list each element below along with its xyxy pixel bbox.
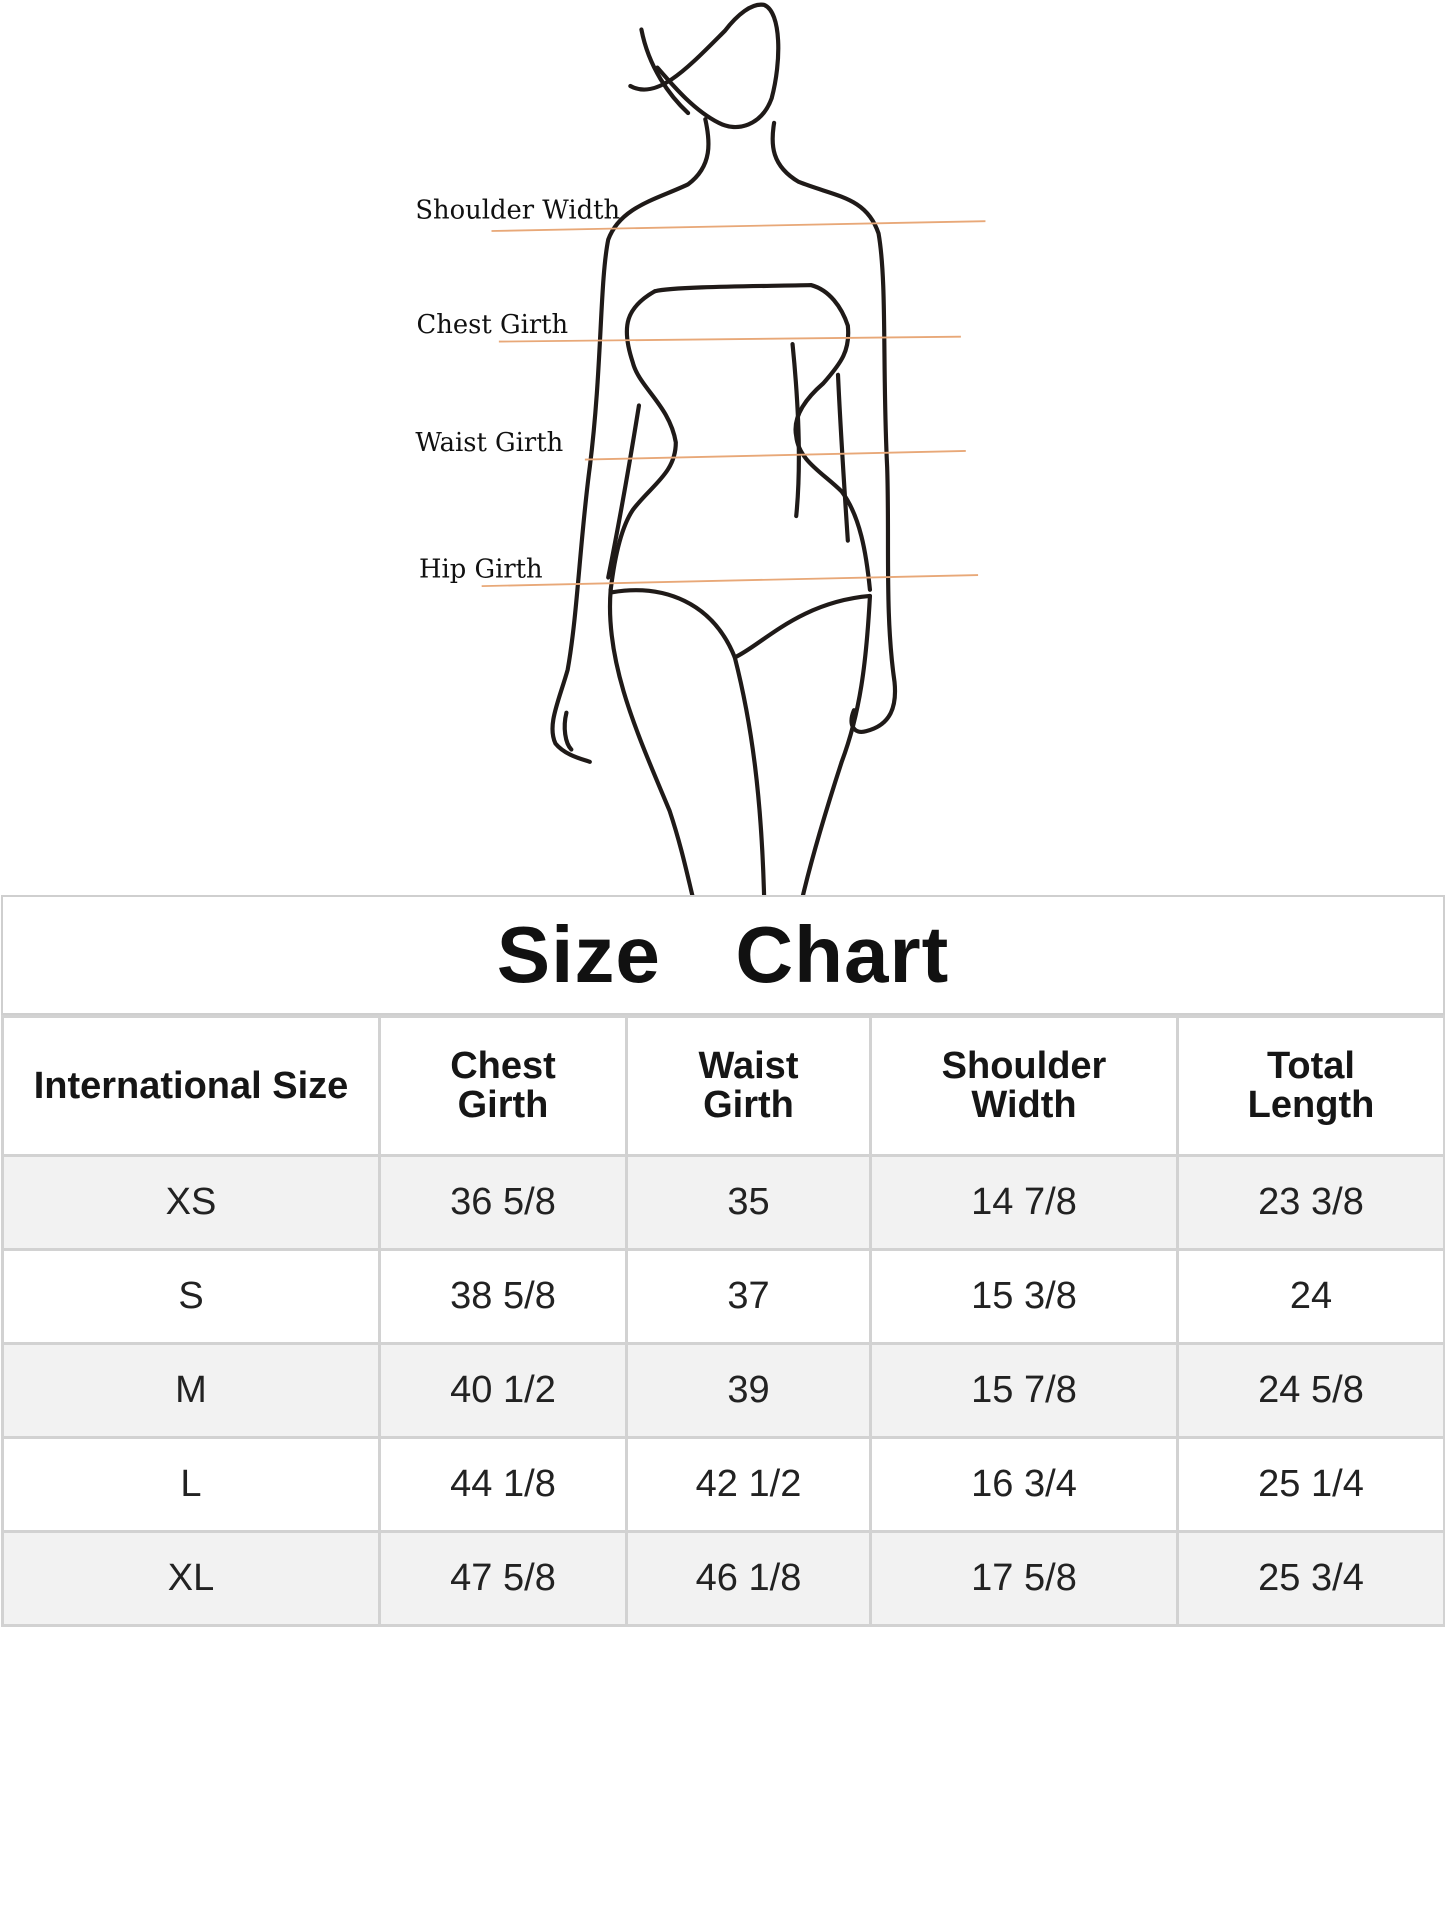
cell-size: L (1, 1436, 381, 1533)
header-total-length: Total Length (1176, 1015, 1445, 1157)
cell-total-length: 24 (1176, 1248, 1445, 1345)
size-chart-table: International Size Chest Girth Waist Gir… (1, 1015, 1445, 1627)
cell-total-length: 25 1/4 (1176, 1436, 1445, 1533)
cell-shoulder-width: 15 3/8 (869, 1248, 1179, 1345)
cell-total-length: 25 3/4 (1176, 1530, 1445, 1627)
shoulder-measure-line (491, 220, 986, 232)
chest-measure-line (498, 335, 961, 343)
size-chart-title: Size Chart (496, 910, 950, 999)
table-row: L 44 1/8 42 1/2 16 3/4 25 1/4 (1, 1436, 1445, 1533)
cell-waist-girth: 46 1/8 (625, 1530, 872, 1627)
cell-waist-girth: 35 (625, 1154, 872, 1251)
cell-waist-girth: 39 (625, 1342, 872, 1439)
cell-shoulder-width: 16 3/4 (869, 1436, 1179, 1533)
table-row: M 40 1/2 39 15 7/8 24 5/8 (1, 1342, 1445, 1439)
header-chest-girth: Chest Girth (378, 1015, 628, 1157)
shoulder-width-label: Shoulder Width (415, 196, 620, 226)
table-row: XS 36 5/8 35 14 7/8 23 3/8 (1, 1154, 1445, 1251)
cell-shoulder-width: 14 7/8 (869, 1154, 1179, 1251)
table-header-row: International Size Chest Girth Waist Gir… (1, 1015, 1445, 1157)
table-row: XL 47 5/8 46 1/8 17 5/8 25 3/4 (1, 1530, 1445, 1627)
body-measurement-figure: Shoulder Width Chest Girth Waist Girth H… (415, 2, 986, 897)
body-outline-illustration (550, 2, 898, 897)
cell-size: XL (1, 1530, 381, 1627)
cell-size: XS (1, 1154, 381, 1251)
chest-girth-label: Chest Girth (417, 310, 569, 340)
cell-size: M (1, 1342, 381, 1439)
cell-chest-girth: 38 5/8 (378, 1248, 628, 1345)
size-chart-title-box: Size Chart (1, 895, 1445, 1015)
cell-total-length: 24 5/8 (1176, 1342, 1445, 1439)
cell-shoulder-width: 17 5/8 (869, 1530, 1179, 1627)
cell-chest-girth: 40 1/2 (378, 1342, 628, 1439)
cell-shoulder-width: 15 7/8 (869, 1342, 1179, 1439)
cell-total-length: 23 3/8 (1176, 1154, 1445, 1251)
cell-waist-girth: 42 1/2 (625, 1436, 872, 1533)
hip-measure-line (481, 574, 979, 588)
hip-girth-label: Hip Girth (419, 555, 543, 585)
cell-size: S (1, 1248, 381, 1345)
header-international-size: International Size (1, 1015, 381, 1157)
header-waist-girth: Waist Girth (625, 1015, 872, 1157)
header-shoulder-width: Shoulder Width (869, 1015, 1179, 1157)
table-row: S 38 5/8 37 15 3/8 24 (1, 1248, 1445, 1345)
waist-measure-line (584, 450, 966, 461)
cell-chest-girth: 36 5/8 (378, 1154, 628, 1251)
cell-waist-girth: 37 (625, 1248, 872, 1345)
cell-chest-girth: 44 1/8 (378, 1436, 628, 1533)
cell-chest-girth: 47 5/8 (378, 1530, 628, 1627)
waist-girth-label: Waist Girth (415, 428, 563, 458)
